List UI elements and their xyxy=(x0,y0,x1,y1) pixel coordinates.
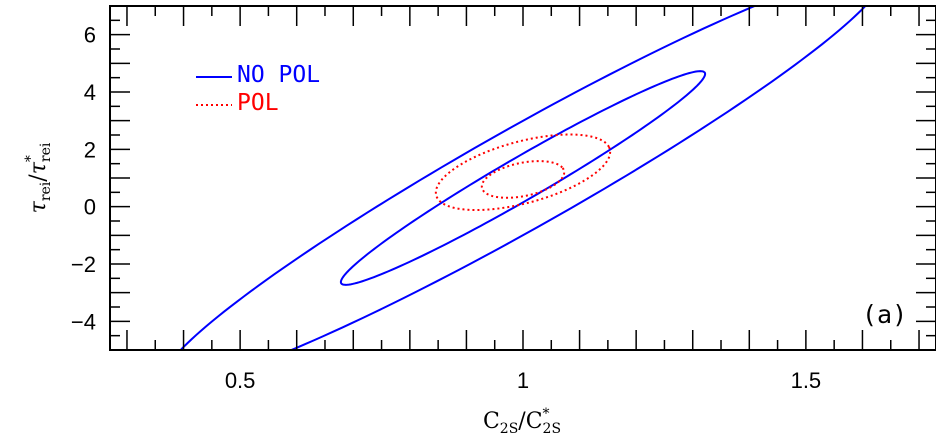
panel-annotation: (a) xyxy=(862,300,907,329)
y-tick-label: 2 xyxy=(84,137,96,162)
contour-pol-outer xyxy=(434,133,612,212)
y-tick-label: −4 xyxy=(71,309,96,334)
y-tick-label: 4 xyxy=(84,80,96,105)
contour-pol-inner xyxy=(480,160,566,199)
plot-frame xyxy=(109,5,936,351)
y-axis-label: τrei/τ*rei xyxy=(23,142,54,213)
y-tick-label: 0 xyxy=(84,195,96,220)
x-axis-label: C2S/C* 2S xyxy=(483,406,561,437)
x-tick-label: 0.5 xyxy=(225,368,256,393)
contour-nopol-outer xyxy=(179,6,867,350)
y-tick-label: 6 xyxy=(84,23,96,48)
contour-layer xyxy=(179,6,867,350)
legend-label-pol: POL xyxy=(237,90,279,116)
axis-ticks xyxy=(110,5,936,351)
y-tick-label: −2 xyxy=(71,252,96,277)
tick-labels: 0.5 1 1.5 −4 −2 0 2 4 6 xyxy=(71,23,821,393)
legend-label-nopol: NO POL xyxy=(237,62,320,88)
x-tick-label: 1 xyxy=(517,368,529,393)
x-tick-label: 1.5 xyxy=(791,368,822,393)
contour-nopol-inner xyxy=(339,70,707,286)
